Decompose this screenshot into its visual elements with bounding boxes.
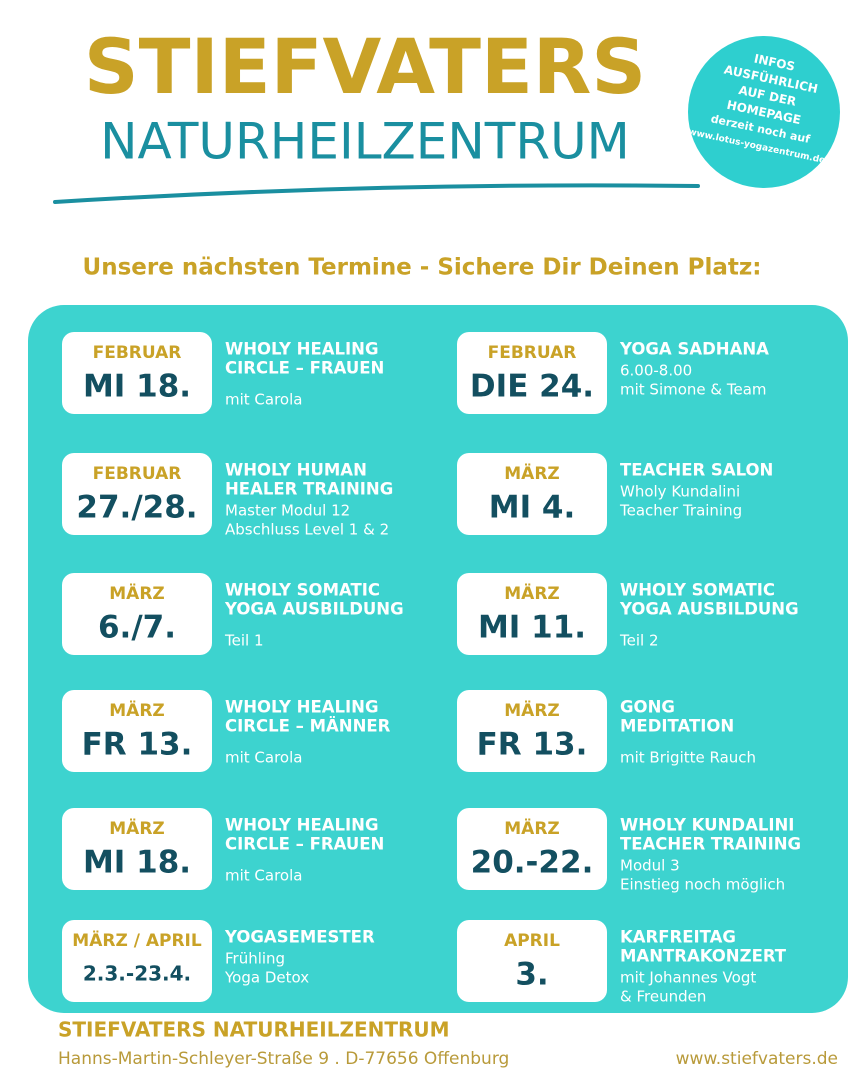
date-day: FR 13.	[477, 727, 588, 763]
date-month: MÄRZ	[109, 582, 165, 604]
event-detail: Einstieg noch möglich	[620, 876, 785, 894]
date-box	[62, 690, 212, 772]
event-title: WHOLY HEALING	[225, 816, 379, 835]
date-month: FEBRUAR	[488, 343, 577, 363]
date-month: MÄRZ / APRIL	[72, 929, 202, 951]
date-box	[457, 573, 607, 655]
date-box	[457, 453, 607, 535]
title: STIEFVATERS	[84, 22, 646, 111]
date-month: APRIL	[504, 931, 560, 951]
badge	[688, 36, 840, 188]
event-detail: mit Carola	[225, 867, 302, 885]
event-detail: mit Carola	[225, 749, 302, 767]
event-title: CIRCLE – FRAUEN	[225, 359, 384, 378]
date-month: MÄRZ	[504, 817, 560, 839]
event-detail: Yoga Detox	[224, 969, 309, 987]
event-title: HEALER TRAINING	[225, 480, 393, 499]
event-detail: Abschluss Level 1 & 2	[225, 521, 389, 539]
footer-name: STIEFVATERS NATURHEILZENTRUM	[58, 1018, 450, 1042]
date-box	[62, 573, 212, 655]
date-box	[62, 453, 212, 535]
event-title: WHOLY HUMAN	[225, 461, 367, 480]
event-detail: & Freunden	[620, 988, 706, 1006]
date-day: 3.	[515, 957, 548, 993]
event-detail: Teil 1	[224, 632, 264, 650]
footer-address: Hanns-Martin-Schleyer-Straße 9 . D-77656…	[58, 1049, 509, 1069]
event-detail: Master Modul 12	[225, 502, 350, 520]
event-title: YOGA SADHANA	[619, 340, 769, 359]
date-box	[457, 920, 607, 1002]
event-detail: mit Simone & Team	[620, 381, 767, 399]
date-month: MÄRZ	[504, 462, 560, 484]
event-detail: Teacher Training	[619, 502, 742, 520]
event-title: CIRCLE – FRAUEN	[225, 835, 384, 854]
date-box	[457, 690, 607, 772]
event-title: WHOLY KUNDALINI	[620, 816, 794, 835]
date-day: DIE 24.	[470, 369, 594, 405]
event-title: MEDITATION	[620, 717, 734, 736]
event-title: KARFREITAG	[620, 928, 736, 947]
event-title: YOGA AUSBILDUNG	[224, 600, 404, 619]
event-title: WHOLY SOMATIC	[620, 581, 775, 600]
subtitle: NATURHEILZENTRUM	[100, 113, 630, 171]
date-day: FR 13.	[82, 727, 193, 763]
event-detail: mit Johannes Vogt	[620, 969, 756, 987]
footer-url: www.stiefvaters.de	[676, 1049, 838, 1069]
event-detail: Modul 3	[620, 857, 680, 875]
date-month: MÄRZ	[504, 582, 560, 604]
date-day: MI 11.	[478, 610, 586, 646]
date-month: FEBRUAR	[93, 343, 182, 363]
event-title: YOGA AUSBILDUNG	[619, 600, 799, 619]
event-detail: mit Carola	[225, 391, 302, 409]
event-detail: Teil 2	[619, 632, 659, 650]
event-title: CIRCLE – MÄNNER	[225, 717, 391, 736]
event-detail: 6.00-8.00	[620, 362, 692, 380]
event-title: GONG	[620, 698, 675, 717]
event-detail: Frühling	[225, 950, 285, 968]
event-detail: Wholy Kundalini	[620, 483, 740, 501]
event-title: TEACHER SALON	[620, 461, 773, 480]
event-title: WHOLY SOMATIC	[225, 581, 380, 600]
date-month: MÄRZ	[109, 699, 165, 721]
date-box	[457, 332, 607, 414]
date-day: MI 4.	[489, 490, 576, 526]
date-day: 20.-22.	[471, 845, 594, 881]
event-title: WHOLY HEALING	[225, 698, 379, 717]
event-title: TEACHER TRAINING	[620, 835, 801, 854]
date-box	[457, 808, 607, 890]
date-month: MÄRZ	[504, 699, 560, 721]
date-day: MI 18.	[83, 369, 191, 405]
date-day: 6./7.	[98, 610, 176, 646]
date-box	[62, 808, 212, 890]
event-detail: mit Brigitte Rauch	[620, 749, 756, 767]
event-title: WHOLY HEALING	[225, 340, 379, 359]
heading: Unsere nächsten Termine - Sichere Dir De…	[83, 255, 762, 281]
date-month: FEBRUAR	[93, 464, 182, 484]
event-title: YOGASEMESTER	[224, 928, 375, 947]
date-month: MÄRZ	[109, 817, 165, 839]
events-panel	[28, 305, 848, 1013]
date-day: 27./28.	[76, 490, 197, 526]
date-box	[62, 920, 212, 1002]
date-box	[62, 332, 212, 414]
event-title: MANTRAKONZERT	[620, 947, 787, 966]
date-day: 2.3.-23.4.	[83, 962, 191, 986]
date-day: MI 18.	[83, 845, 191, 881]
underline	[53, 183, 700, 204]
